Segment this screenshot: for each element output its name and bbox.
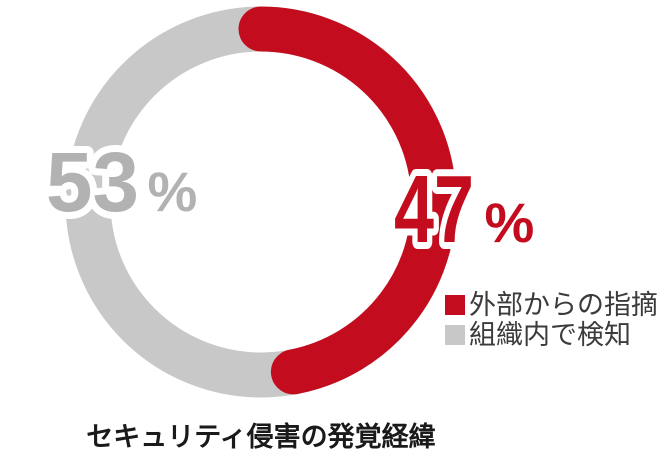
- legend-item-external: 外部からの指摘: [445, 290, 658, 320]
- legend-label-internal: 組織内で検知: [469, 320, 631, 350]
- donut-segment-external: [238, 6, 457, 395]
- value-label-external: 47 %: [394, 156, 534, 263]
- chart-title: セキュリティ侵害の発覚経緯: [86, 421, 435, 452]
- legend-item-internal: 組織内で検知: [445, 320, 631, 350]
- legend: 外部からの指摘 組織内で検知: [445, 290, 658, 350]
- value-label-external-number: 47: [394, 156, 474, 263]
- value-label-external-percent-sign: %: [484, 191, 534, 254]
- value-label-internal-percent-sign: %: [147, 160, 197, 223]
- value-label-internal: 53 %: [46, 135, 197, 229]
- legend-label-external: 外部からの指摘: [469, 290, 658, 320]
- legend-swatch-internal: [445, 325, 465, 345]
- value-label-internal-number: 53: [46, 135, 139, 229]
- legend-swatch-external: [445, 295, 465, 315]
